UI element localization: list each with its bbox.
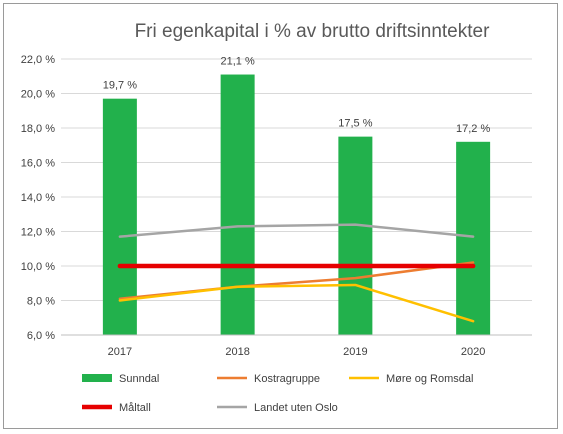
legend-label: Sunndal: [119, 373, 159, 385]
legend-label: Møre og Romsdal: [386, 373, 473, 385]
legend-label: Landet uten Oslo: [254, 402, 338, 414]
y-tick-label: 6,0 %: [27, 330, 55, 342]
x-tick-label: 2018: [225, 346, 249, 358]
chart-title: Fri egenkapital i % av brutto driftsinnt…: [135, 21, 491, 42]
data-label: 17,2 %: [456, 123, 490, 135]
y-tick-label: 8,0 %: [27, 296, 55, 308]
line-layer: [117, 223, 476, 323]
chart-svg: Fri egenkapital i % av brutto driftsinnt…: [21, 21, 532, 414]
series-line: [118, 223, 475, 238]
y-tick-label: 20,0 %: [21, 89, 55, 101]
y-tick-label: 10,0 %: [21, 261, 55, 273]
legend-swatch: [82, 374, 112, 382]
x-tick-label: 2020: [461, 346, 485, 358]
bar-sunndal: [220, 74, 255, 336]
y-tick-label: 22,0 %: [21, 54, 55, 66]
data-label: 21,1 %: [221, 56, 255, 68]
bar-sunndal: [456, 141, 491, 335]
y-tick-label: 14,0 %: [21, 192, 55, 204]
legend-layer: Sunndal Kostragruppe Møre og Romsdal Måltal…: [82, 373, 473, 414]
y-tick-label: 18,0 %: [21, 123, 55, 135]
legend-label: Måltall: [119, 402, 151, 414]
chart-frame: Fri egenkapital i % av brutto driftsinnt…: [3, 3, 558, 429]
series-line: [118, 283, 475, 323]
bar-sunndal: [338, 136, 373, 335]
x-tick-label: 2017: [108, 346, 132, 358]
data-label: 19,7 %: [103, 80, 137, 92]
label-layer: 19,7 % 21,1 % 17,5 % 17,2 %: [103, 56, 491, 135]
bar-sunndal: [102, 98, 137, 335]
data-label: 17,5 %: [338, 118, 372, 130]
bar-layer: [102, 74, 491, 336]
x-tick-label: 2019: [343, 346, 367, 358]
legend-label: Kostragruppe: [254, 373, 320, 385]
y-tick-label: 12,0 %: [21, 227, 55, 239]
axis-layer: 6,0 % 8,0 % 10,0 % 12,0 % 14,0 % 16,0 % 18,0 %…: [21, 54, 532, 358]
y-tick-label: 16,0 %: [21, 158, 55, 170]
